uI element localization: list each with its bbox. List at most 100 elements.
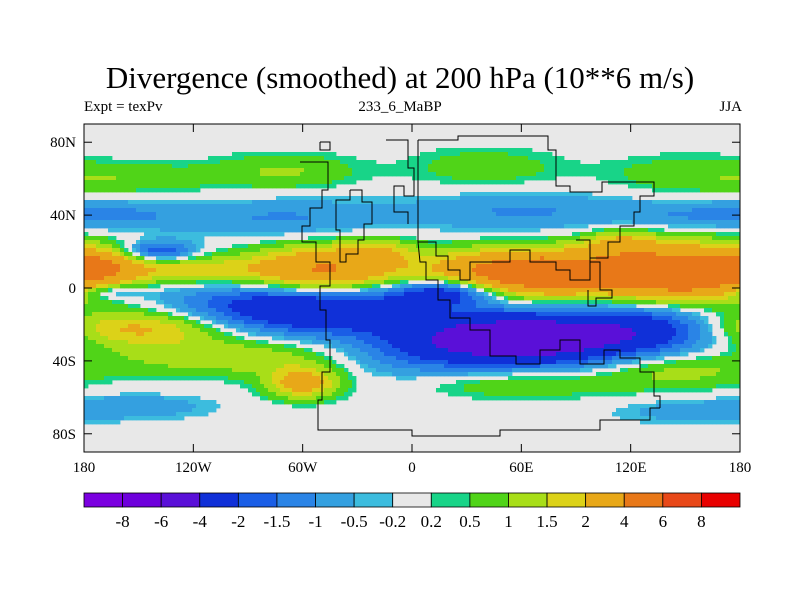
field-cell [648, 244, 653, 249]
field-cell [564, 220, 569, 225]
field-cell [336, 292, 341, 297]
field-cell [268, 152, 273, 157]
field-cell [316, 168, 321, 173]
field-cell [360, 272, 365, 277]
field-cell [484, 280, 489, 285]
field-cell [284, 256, 289, 261]
field-cell [152, 208, 157, 213]
field-cell [496, 280, 501, 285]
field-cell [620, 240, 625, 245]
field-cell [416, 252, 421, 257]
field-cell [440, 176, 445, 181]
field-cell [624, 280, 629, 285]
field-cell [524, 212, 529, 217]
field-cell [552, 224, 557, 229]
field-cell [572, 168, 577, 173]
field-cell [600, 284, 605, 289]
field-cell [212, 156, 217, 161]
field-cell [668, 272, 673, 277]
field-cell [644, 220, 649, 225]
field-cell [668, 204, 673, 209]
field-cell [524, 196, 529, 201]
field-cell [352, 256, 357, 261]
field-cell [608, 200, 613, 205]
field-cell [720, 204, 725, 209]
field-cell [560, 204, 565, 209]
field-cell [604, 252, 609, 257]
field-cell [436, 200, 441, 205]
field-cell [556, 164, 561, 169]
field-cell [616, 272, 621, 277]
field-cell [480, 268, 485, 273]
field-cell [684, 180, 689, 185]
field-cell [400, 208, 405, 213]
field-cell [100, 164, 105, 169]
field-cell [672, 268, 677, 273]
field-cell [556, 248, 561, 253]
field-cell [700, 224, 705, 229]
field-cell [552, 196, 557, 201]
field-cell [592, 212, 597, 217]
field-cell [484, 276, 489, 281]
field-cell [716, 248, 721, 253]
field-cell [112, 280, 117, 285]
field-cell [556, 168, 561, 173]
field-cell [384, 196, 389, 201]
field-cell [588, 236, 593, 241]
field-cell [324, 276, 329, 281]
field-cell [196, 248, 201, 253]
field-cell [288, 256, 293, 261]
field-cell [612, 292, 617, 297]
field-cell [128, 268, 133, 273]
field-cell [116, 248, 121, 253]
field-cell [476, 220, 481, 225]
field-cell [148, 236, 153, 241]
field-cell [648, 220, 653, 225]
field-cell [596, 280, 601, 285]
field-cell [92, 256, 97, 261]
field-cell [296, 248, 301, 253]
field-cell [548, 164, 553, 169]
field-cell [404, 168, 409, 173]
field-cell [420, 272, 425, 277]
field-cell [408, 208, 413, 213]
field-cell [112, 188, 117, 193]
field-cell [300, 168, 305, 173]
field-cell [100, 212, 105, 217]
field-cell [528, 220, 533, 225]
field-cell [476, 228, 481, 233]
field-cell [572, 268, 577, 273]
field-cell [224, 208, 229, 213]
field-cell [92, 284, 97, 289]
field-cell [552, 244, 557, 249]
field-cell [120, 280, 125, 285]
field-cell [260, 184, 265, 189]
field-cell [664, 248, 669, 253]
field-cell [164, 208, 169, 213]
field-cell [156, 228, 161, 233]
field-cell [620, 272, 625, 277]
field-cell [480, 284, 485, 289]
field-cell [612, 252, 617, 257]
field-cell [492, 224, 497, 229]
field-cell [420, 248, 425, 253]
field-cell [672, 288, 677, 293]
field-cell [424, 292, 429, 297]
field-cell [656, 172, 661, 177]
field-cell [352, 236, 357, 241]
field-cell [548, 216, 553, 221]
field-cell [292, 276, 297, 281]
field-cell [328, 248, 333, 253]
field-cell [616, 264, 621, 269]
field-cell [364, 236, 369, 241]
field-cell [372, 268, 377, 273]
field-cell [324, 224, 329, 229]
field-cell [644, 216, 649, 221]
field-cell [584, 248, 589, 253]
field-cell [84, 232, 89, 237]
field-cell [696, 292, 701, 297]
field-cell [136, 268, 141, 273]
field-cell [328, 228, 333, 233]
field-cell [240, 264, 245, 269]
field-cell [136, 260, 141, 265]
